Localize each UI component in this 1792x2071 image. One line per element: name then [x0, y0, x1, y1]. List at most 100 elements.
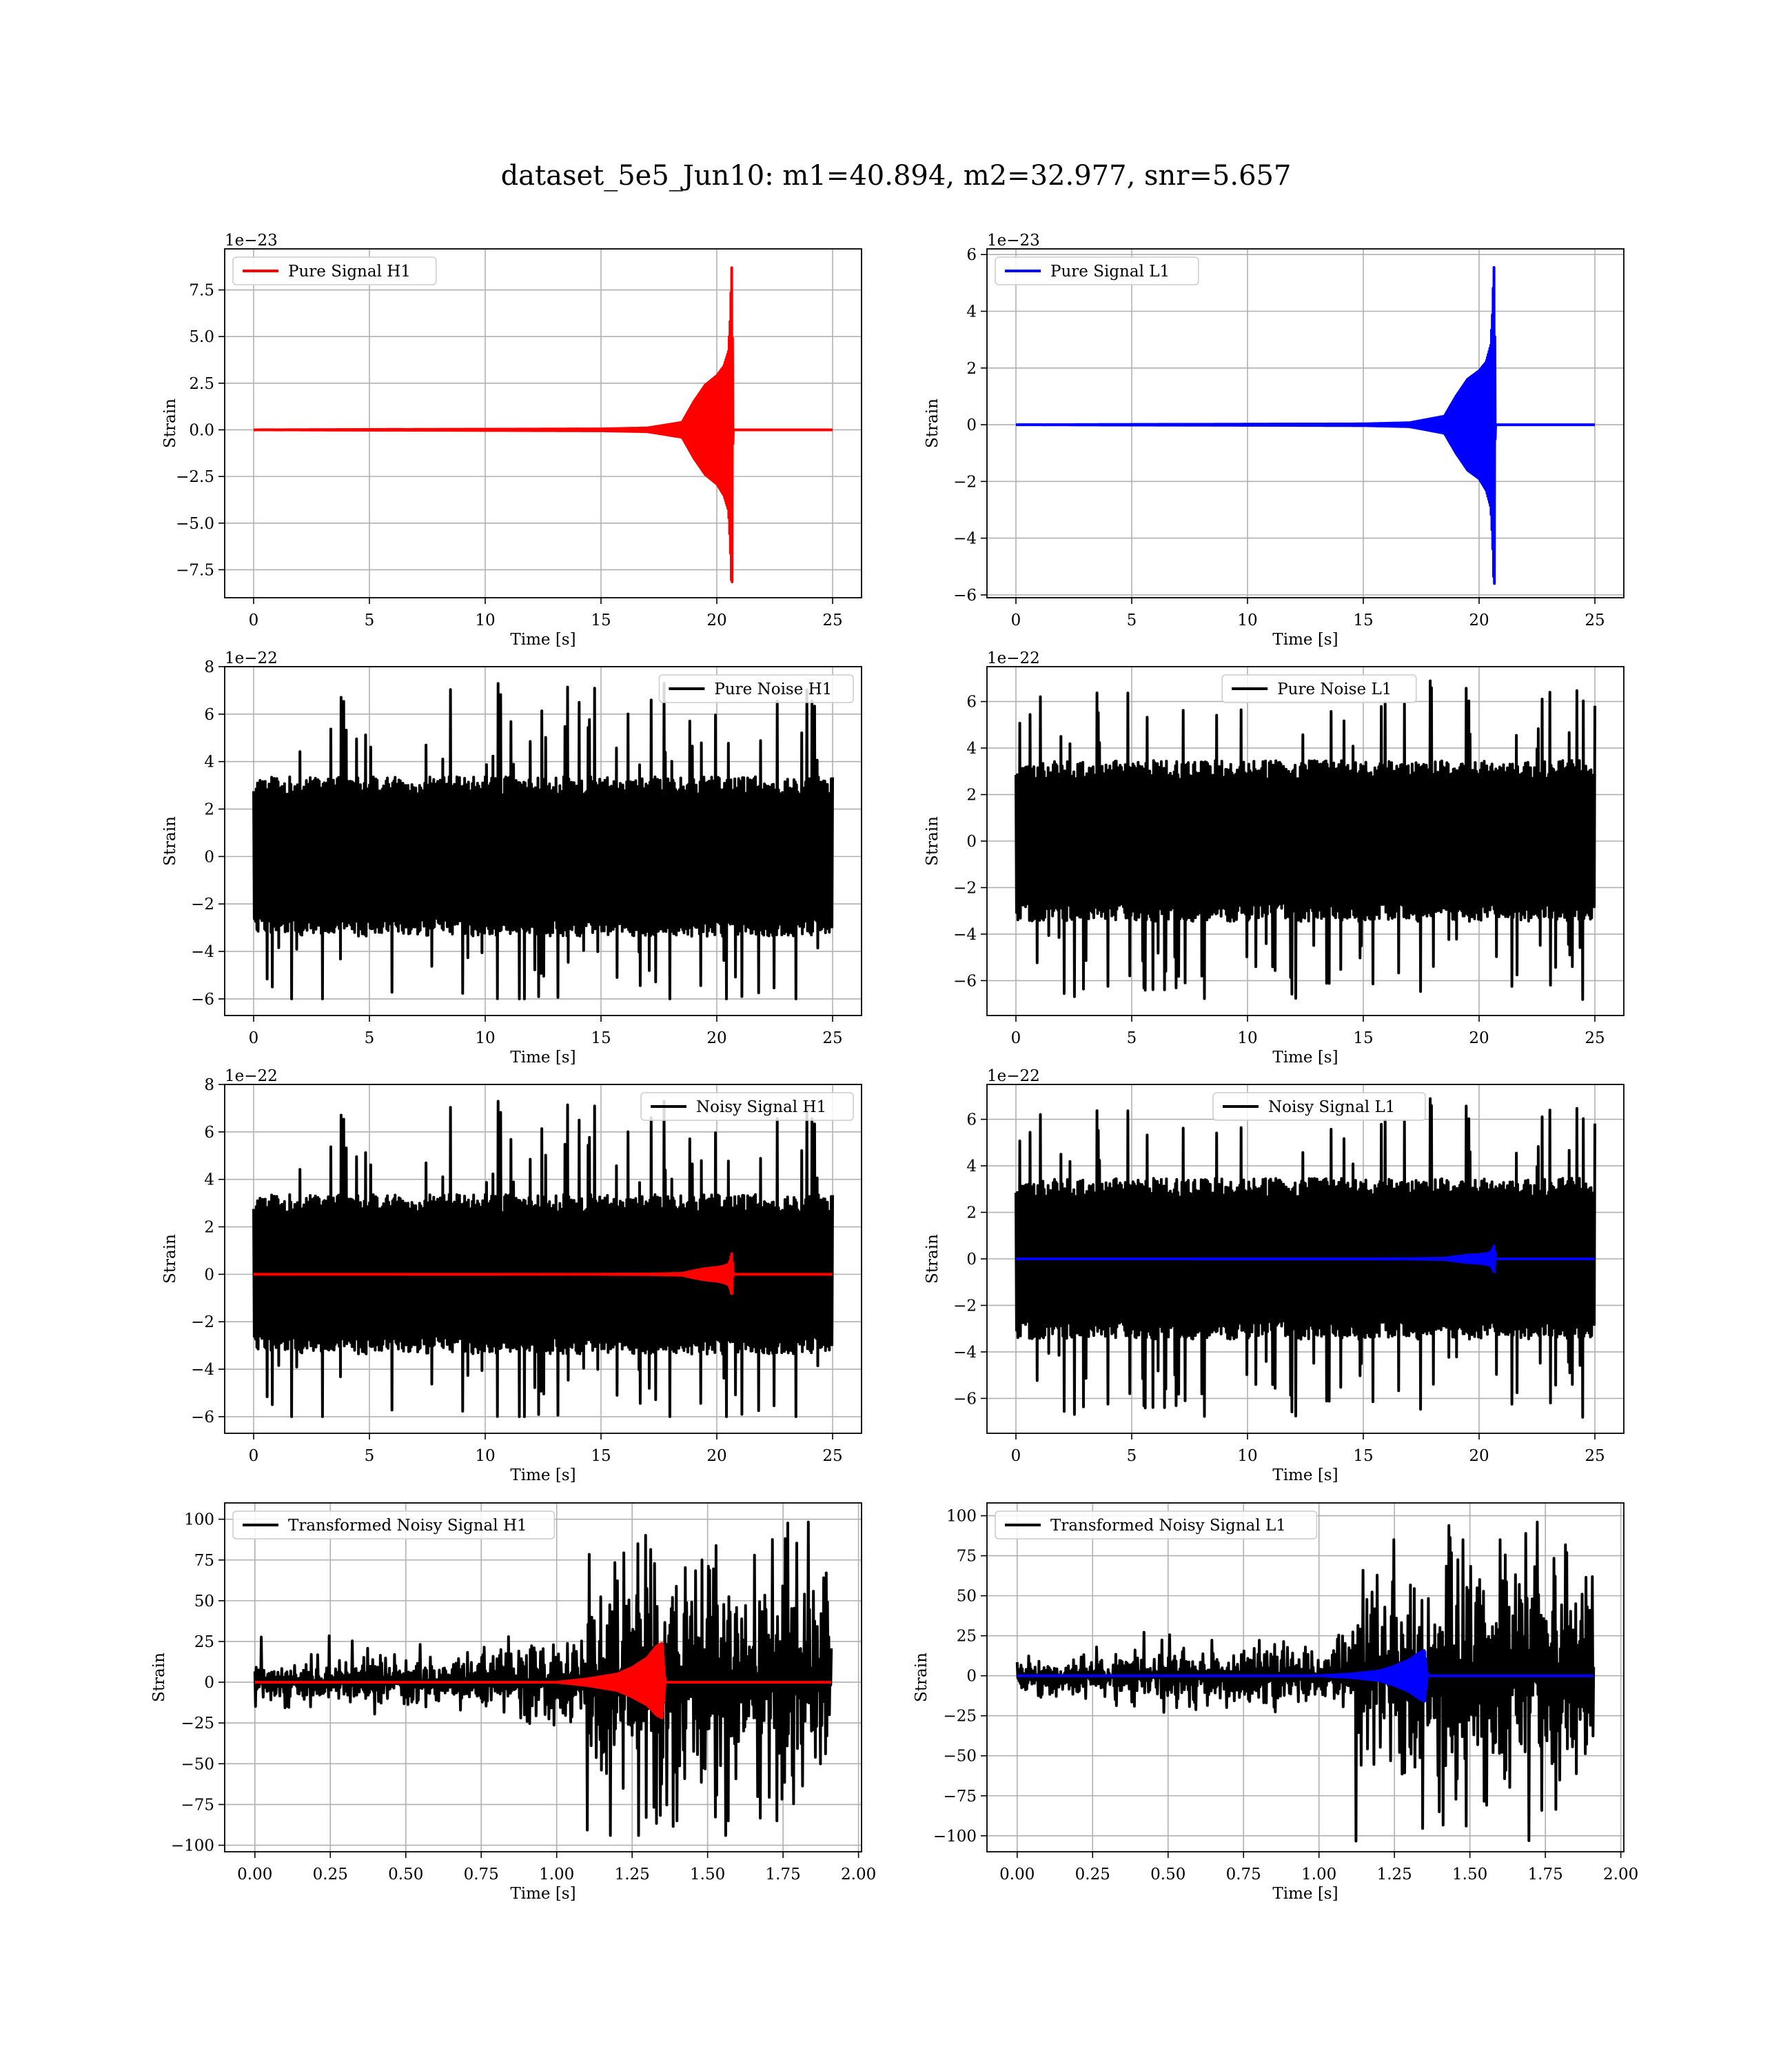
noise-series-line — [1015, 1520, 1596, 1843]
x-tick-label: 0.50 — [388, 1866, 423, 1883]
y-axis-label: Strain — [913, 1653, 930, 1702]
x-tick-label: 15 — [1353, 612, 1373, 629]
legend-label: Noisy Signal H1 — [696, 1098, 826, 1116]
x-axis-label: Time [s] — [1272, 1049, 1338, 1067]
legend-label: Pure Noise L1 — [1277, 680, 1392, 698]
chart-panel: 0 5 10 15 20 25 −6 −4 −2 0 2 4 6 Time [s] Strain 1e−23 P… — [924, 232, 1625, 649]
chart-panel: 0 5 10 15 20 25 −6 −4 −2 0 2 4 6 8 Time [s] Strain 1e−22… — [161, 1067, 862, 1484]
x-tick-label: 5 — [1127, 1029, 1137, 1047]
x-tick-label: 0.25 — [313, 1866, 348, 1883]
y-tick-label: −6 — [953, 587, 977, 605]
legend-box — [1212, 1092, 1426, 1121]
x-tick-label: 20 — [706, 612, 726, 629]
legend-label: Pure Noise H1 — [714, 680, 832, 698]
plot-area — [1015, 679, 1596, 1001]
y-axis-label: Strain — [924, 1234, 941, 1284]
x-tick-label: 0 — [1011, 1029, 1021, 1047]
y-tick-label: 8 — [204, 658, 214, 676]
legend-box — [232, 256, 437, 285]
x-tick-label: 10 — [475, 612, 495, 629]
y-tick-label: −2 — [953, 1297, 977, 1315]
y-tick-label: −25 — [943, 1708, 977, 1726]
y-axis-label: Strain — [924, 816, 941, 866]
x-tick-label: 5 — [365, 1447, 375, 1465]
x-tick-label: 25 — [1585, 1029, 1605, 1047]
y-axis-label: Strain — [161, 816, 179, 866]
y-tick-label: −75 — [943, 1788, 977, 1806]
y-tick-label: 0.0 — [189, 421, 214, 439]
y-tick-label: 0 — [966, 416, 977, 434]
x-tick-label: 1.50 — [1452, 1866, 1487, 1883]
signal-series-line — [1016, 1649, 1595, 1703]
y-axis-label: Strain — [161, 398, 179, 448]
x-tick-label: 1.00 — [1301, 1866, 1336, 1883]
y-tick-label: −4 — [191, 943, 214, 961]
noise-series-line — [253, 1520, 833, 1837]
y-axis-label: Strain — [924, 398, 941, 448]
y-tick-label: 25 — [957, 1628, 977, 1646]
x-tick-label: 2.00 — [1603, 1866, 1638, 1883]
y-tick-label: −7.5 — [176, 561, 214, 579]
legend-box — [658, 674, 854, 703]
axis-offset-text: 1e−23 — [225, 232, 278, 250]
y-tick-label: 50 — [957, 1588, 977, 1606]
legend: Pure Noise L1 — [1221, 674, 1417, 703]
axes-frame — [224, 1084, 862, 1434]
legend: Pure Signal L1 — [995, 256, 1199, 285]
y-tick-label: −6 — [191, 991, 214, 1009]
y-tick-label: 100 — [946, 1508, 977, 1526]
y-tick-label: 0 — [966, 1251, 977, 1269]
y-tick-label: −6 — [953, 972, 977, 990]
y-tick-label: −6 — [191, 1408, 214, 1426]
axes-frame — [224, 1502, 862, 1852]
legend: Pure Noise H1 — [658, 674, 854, 703]
chart-panel: 0.00 0.25 0.50 0.75 1.00 1.25 1.50 1.75 2.00 −100… — [150, 1502, 876, 1903]
x-tick-label: 0.00 — [237, 1866, 272, 1883]
axis-offset-text: 1e−22 — [987, 649, 1040, 667]
y-tick-label: 2.5 — [189, 375, 214, 393]
y-tick-label: 2 — [966, 360, 977, 378]
y-tick-label: −2.5 — [176, 468, 214, 486]
x-axis-label: Time [s] — [510, 1885, 576, 1903]
x-tick-label: 25 — [1585, 612, 1605, 629]
y-tick-label: −75 — [181, 1796, 214, 1814]
y-tick-label: 100 — [184, 1511, 214, 1529]
x-tick-label: 10 — [475, 1447, 495, 1465]
y-tick-label: 4 — [966, 303, 977, 321]
plot-area — [252, 266, 834, 583]
x-tick-label: 0.00 — [999, 1866, 1035, 1883]
x-tick-label: 0.75 — [464, 1866, 499, 1883]
chart-panel: 0 5 10 15 20 25 −6 −4 −2 0 2 4 6 Time [s] Strain 1e−22 N… — [924, 1067, 1625, 1484]
x-tick-label: 1.25 — [615, 1866, 650, 1883]
x-tick-label: 25 — [822, 1447, 842, 1465]
x-tick-label: 15 — [1353, 1029, 1373, 1047]
signal-series-line — [252, 266, 834, 583]
legend-label: Noisy Signal L1 — [1268, 1098, 1395, 1116]
y-tick-label: 2 — [966, 787, 977, 805]
noise-series-line — [1015, 1097, 1596, 1419]
y-tick-label: −6 — [953, 1390, 977, 1408]
y-tick-label: −2 — [953, 879, 977, 897]
y-tick-label: −5.0 — [176, 515, 214, 533]
x-tick-label: 5 — [365, 612, 375, 629]
x-tick-label: 5 — [365, 1029, 375, 1047]
y-tick-label: −4 — [953, 926, 977, 944]
y-tick-label: −2 — [191, 896, 214, 913]
legend: Noisy Signal H1 — [640, 1092, 854, 1121]
x-tick-label: 0.25 — [1075, 1866, 1110, 1883]
y-tick-label: 8 — [204, 1076, 214, 1094]
legend: Transformed Noisy Signal H1 — [232, 1511, 556, 1539]
y-tick-label: 0 — [204, 1674, 214, 1692]
axis-offset-text: 1e−22 — [225, 1067, 278, 1085]
noise-series-line — [252, 682, 834, 1000]
chart-panel: 0 5 10 15 20 25 −7.5 −5.0 −2.5 0.0 2.5 5.0 7.5 Time [… — [161, 232, 862, 649]
plot-area — [252, 682, 834, 1000]
x-tick-label: 15 — [591, 1029, 611, 1047]
y-tick-label: 6 — [966, 694, 977, 711]
y-tick-label: 4 — [204, 754, 214, 771]
x-tick-label: 25 — [822, 612, 842, 629]
y-tick-label: 4 — [966, 740, 977, 758]
y-tick-label: −100 — [933, 1828, 977, 1846]
axes-frame — [224, 666, 862, 1016]
chart-panel: 0 5 10 15 20 25 −6 −4 −2 0 2 4 6 Time [s] Strain 1e−22 P… — [924, 649, 1625, 1067]
